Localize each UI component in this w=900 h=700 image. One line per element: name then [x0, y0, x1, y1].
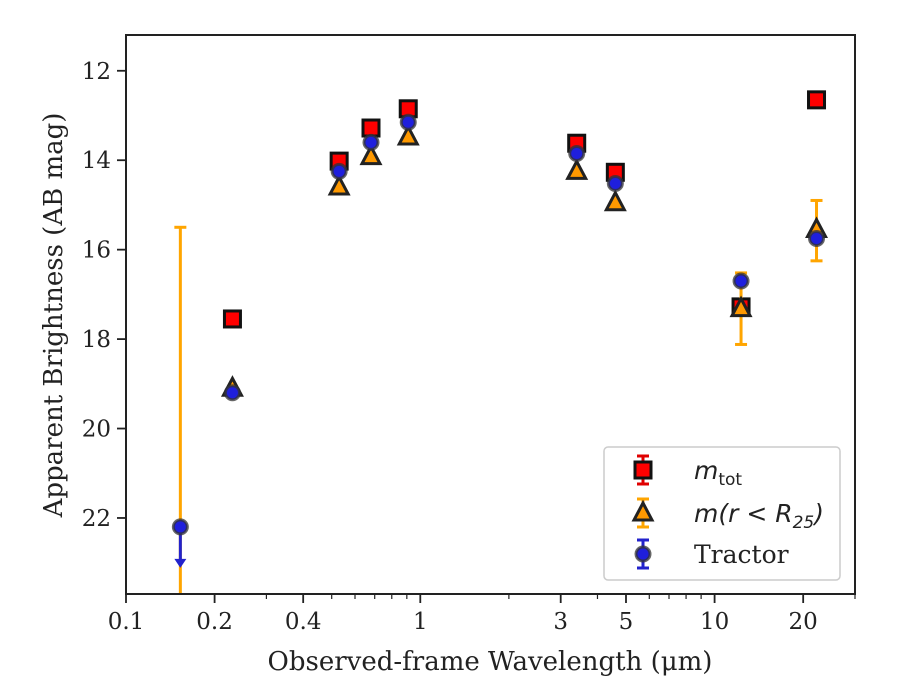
marker-square	[633, 460, 653, 480]
plot-area	[171, 90, 829, 594]
marker-square	[807, 90, 827, 110]
marker-triangle	[631, 499, 655, 522]
y-tick-label: 18	[82, 327, 111, 353]
legend: mtot m(r < R25) Tractor	[603, 446, 841, 581]
legend-box	[603, 446, 841, 581]
y-axis: 12 14 16 18 20 22	[82, 59, 126, 532]
x-tick-label: 5	[619, 609, 634, 635]
marker-triangle	[359, 143, 383, 166]
x-tick-label: 0.2	[196, 609, 233, 635]
marker-circle	[808, 229, 826, 247]
legend-label-m-r25: m(r < R25)	[694, 499, 824, 533]
upper-limit-arrow	[174, 558, 187, 568]
y-tick-label: 12	[82, 59, 111, 85]
marker-circle	[634, 545, 652, 563]
x-tick-label: 20	[789, 609, 818, 635]
marker-triangle	[603, 189, 627, 212]
marker-triangle	[396, 123, 420, 146]
legend-symbols	[631, 454, 655, 570]
marker-square	[222, 309, 242, 329]
x-axis: 0.1 0.2 0.4 1 3 5 10 20	[108, 594, 856, 635]
y-axis-title: Apparent Brightness (AB mag)	[39, 113, 69, 519]
marker-triangle	[565, 158, 589, 180]
legend-label-tractor: Tractor	[694, 540, 789, 569]
marker-circle	[362, 133, 380, 151]
y-tick-label: 22	[82, 506, 111, 532]
x-tick-label: 10	[700, 609, 729, 635]
marker-circle	[568, 145, 586, 163]
marker-circle	[399, 113, 417, 131]
x-tick-label: 0.4	[285, 609, 322, 635]
marker-circle	[171, 518, 189, 536]
marker-circle	[330, 162, 348, 180]
marker-triangle	[327, 173, 351, 196]
x-tick-label: 0.1	[108, 609, 145, 635]
marker-circle	[732, 272, 750, 290]
marker-square	[361, 118, 381, 138]
x-tick-label: 1	[413, 609, 428, 635]
marker-circle	[606, 174, 624, 192]
y-tick-label: 14	[82, 148, 111, 174]
x-tick-label: 3	[553, 609, 568, 635]
y-tick-label: 20	[82, 417, 111, 443]
y-tick-label: 16	[82, 238, 111, 264]
marker-circle	[223, 384, 241, 402]
x-axis-title: Observed-frame Wavelength (μm)	[268, 647, 713, 677]
plot-frame	[125, 34, 856, 595]
marker-triangle	[729, 295, 753, 318]
